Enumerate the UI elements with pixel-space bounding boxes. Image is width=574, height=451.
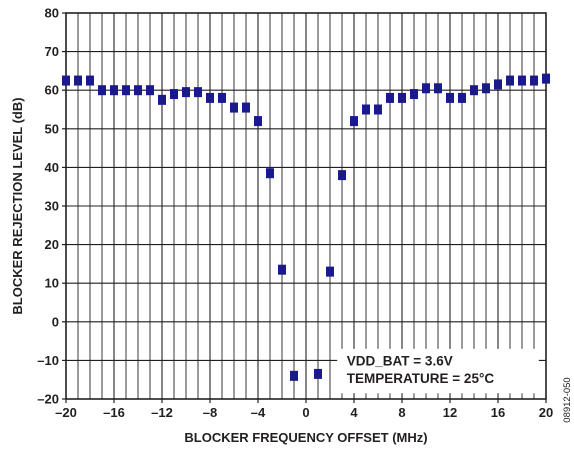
data-point bbox=[74, 75, 82, 86]
y-tick-label: –10 bbox=[37, 353, 59, 368]
x-tick-label: 8 bbox=[398, 405, 405, 420]
data-points bbox=[62, 73, 550, 381]
data-point bbox=[110, 85, 118, 96]
data-point bbox=[458, 92, 466, 103]
data-point bbox=[410, 89, 418, 100]
data-point bbox=[194, 87, 202, 98]
x-tick-label: 12 bbox=[443, 405, 457, 420]
data-point bbox=[350, 116, 358, 127]
x-tick-label: 0 bbox=[302, 405, 309, 420]
x-tick-label: 16 bbox=[491, 405, 505, 420]
data-point bbox=[362, 104, 370, 115]
data-point bbox=[530, 75, 538, 86]
y-tick-label: 0 bbox=[52, 314, 59, 329]
data-point bbox=[338, 170, 346, 181]
data-point bbox=[434, 83, 442, 94]
annotation-vdd: VDD_BAT = 3.6V bbox=[347, 353, 453, 368]
data-point bbox=[230, 102, 238, 113]
data-point bbox=[386, 92, 394, 103]
x-tick-label: –16 bbox=[103, 405, 125, 420]
data-point bbox=[398, 92, 406, 103]
x-tick-label: 20 bbox=[539, 405, 553, 420]
data-point bbox=[314, 368, 322, 379]
data-point bbox=[62, 75, 70, 86]
data-point bbox=[290, 370, 298, 381]
y-axis-title: BLOCKER REJECTION LEVEL (dB) bbox=[10, 97, 25, 314]
data-point bbox=[158, 94, 166, 105]
x-tick-label: 4 bbox=[350, 405, 358, 420]
grid-lines bbox=[66, 13, 546, 399]
data-point bbox=[122, 85, 130, 96]
y-tick-label: 30 bbox=[45, 199, 59, 214]
data-point bbox=[482, 83, 490, 94]
data-point bbox=[98, 85, 106, 96]
annotation-temperature: TEMPERATURE = 25°C bbox=[347, 371, 495, 386]
data-point bbox=[266, 168, 274, 179]
y-tick-label: 10 bbox=[45, 276, 59, 291]
y-tick-label: 80 bbox=[45, 6, 59, 21]
y-tick-label: 20 bbox=[45, 237, 59, 252]
data-point bbox=[278, 264, 286, 275]
y-tick-label: –20 bbox=[37, 392, 59, 407]
x-tick-label: –20 bbox=[55, 405, 77, 420]
data-point bbox=[134, 85, 142, 96]
data-point bbox=[374, 104, 382, 115]
data-point bbox=[86, 75, 94, 86]
data-point bbox=[242, 102, 250, 113]
x-axis-title: BLOCKER FREQUENCY OFFSET (MHz) bbox=[184, 430, 427, 445]
x-tick-label: –4 bbox=[251, 405, 266, 420]
x-tick-label: –12 bbox=[151, 405, 173, 420]
y-tick-label: 70 bbox=[45, 44, 59, 59]
tick-labels: –20 –16 –12 –8 –4 0 4 8 12 16 20 –20 –10 0 10 20 30 40 50 6… bbox=[37, 6, 553, 421]
data-point bbox=[218, 92, 226, 103]
data-point bbox=[494, 79, 502, 90]
data-point bbox=[446, 92, 454, 103]
data-point bbox=[326, 266, 334, 277]
data-point bbox=[170, 89, 178, 100]
axis-ticks bbox=[62, 12, 547, 403]
data-point bbox=[542, 73, 550, 84]
figure-id: 08912-050 bbox=[562, 377, 573, 422]
data-point bbox=[506, 75, 514, 86]
data-point bbox=[254, 116, 262, 127]
data-point bbox=[470, 85, 478, 96]
x-tick-label: –8 bbox=[203, 405, 217, 420]
data-point bbox=[518, 75, 526, 86]
data-point bbox=[422, 83, 430, 94]
data-point bbox=[206, 92, 214, 103]
annotation-box bbox=[337, 348, 539, 394]
y-tick-label: 40 bbox=[45, 160, 59, 175]
y-tick-label: 60 bbox=[45, 83, 59, 98]
data-point bbox=[146, 85, 154, 96]
data-point bbox=[182, 87, 190, 98]
y-tick-label: 50 bbox=[45, 121, 59, 136]
